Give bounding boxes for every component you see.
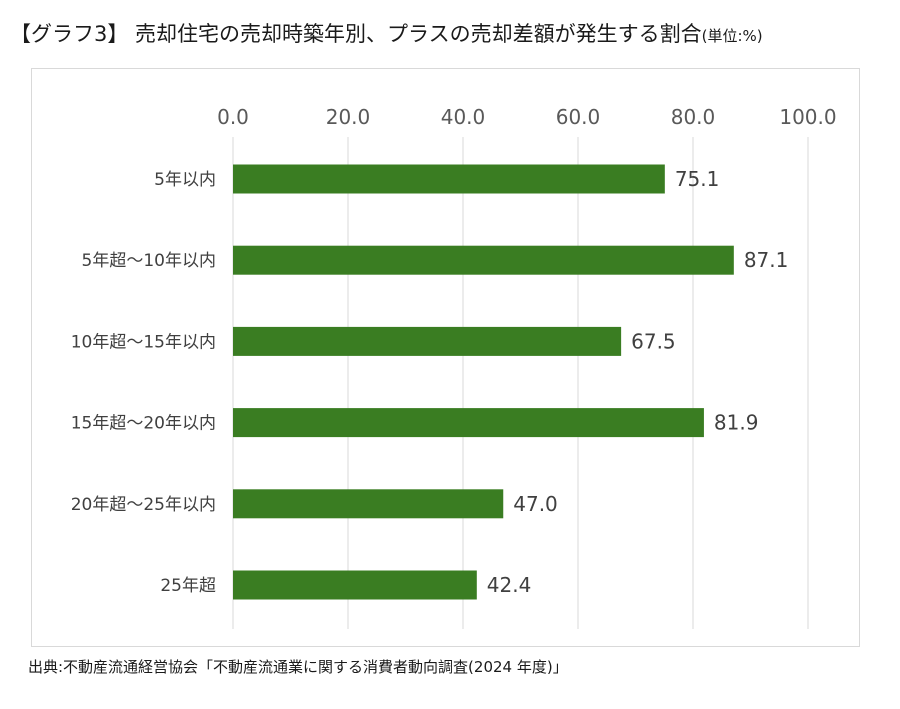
x-tick-label: 20.0 <box>326 105 371 129</box>
bars <box>233 164 734 600</box>
category-label: 5年以内 <box>154 170 216 190</box>
data-label: 47.0 <box>513 492 558 516</box>
data-label: 81.9 <box>714 411 759 435</box>
chart-title-unit: (単位:%) <box>701 27 763 45</box>
chart-title: 【グラフ3】 売却住宅の売却時築年別、プラスの売却差額が発生する割合(単位:%) <box>10 18 763 48</box>
gridlines <box>232 137 809 629</box>
category-labels: 5年以内 5年超〜10年以内 10年超〜15年以内 15年超〜20年以内 20年超〜25… <box>71 170 216 596</box>
source-note: 出典:不動産流通経営協会「不動産流通業に関する消費者動向調査(2024 年度)」 <box>28 658 568 676</box>
data-label: 87.1 <box>744 248 789 272</box>
data-labels: 75.1 87.1 67.5 81.9 47.0 42.4 <box>487 167 789 597</box>
data-label: 75.1 <box>675 167 720 191</box>
category-label: 10年超〜15年以内 <box>71 332 216 352</box>
data-label: 67.5 <box>631 329 676 353</box>
bar <box>233 408 704 438</box>
bar-chart: 0.0 20.0 40.0 60.0 80.0 100.0 5年以内 5年超〜10年以内 10… <box>71 105 837 629</box>
x-tick-label: 60.0 <box>556 105 601 129</box>
chart-area: 0.0 20.0 40.0 60.0 80.0 100.0 5年以内 5年超〜10年以内 10… <box>31 68 860 647</box>
bar <box>233 326 622 356</box>
chart-title-main: 【グラフ3】 売却住宅の売却時築年別、プラスの売却差額が発生する割合 <box>10 22 702 46</box>
bar <box>233 489 504 519</box>
category-label: 5年超〜10年以内 <box>82 251 216 271</box>
x-tick-label: 80.0 <box>671 105 716 129</box>
bar <box>233 570 477 600</box>
category-label: 25年超 <box>160 576 216 596</box>
category-label: 15年超〜20年以内 <box>71 414 216 434</box>
data-label: 42.4 <box>487 573 532 597</box>
bar <box>233 164 665 194</box>
x-tick-label: 100.0 <box>779 105 836 129</box>
x-axis-ticks: 0.0 20.0 40.0 60.0 80.0 100.0 <box>217 105 837 129</box>
x-tick-label: 0.0 <box>217 105 249 129</box>
x-tick-label: 40.0 <box>441 105 486 129</box>
category-label: 20年超〜25年以内 <box>71 495 216 515</box>
bar <box>233 245 734 275</box>
